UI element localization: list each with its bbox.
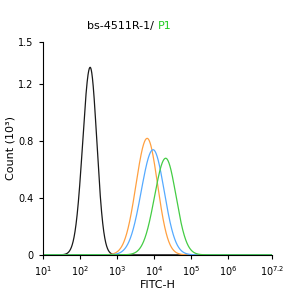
- Text: P1: P1: [157, 21, 171, 31]
- Text: bs-4511R-1/: bs-4511R-1/: [87, 21, 157, 31]
- X-axis label: FITC-H: FITC-H: [139, 280, 175, 290]
- Y-axis label: Count (10³): Count (10³): [6, 116, 16, 180]
